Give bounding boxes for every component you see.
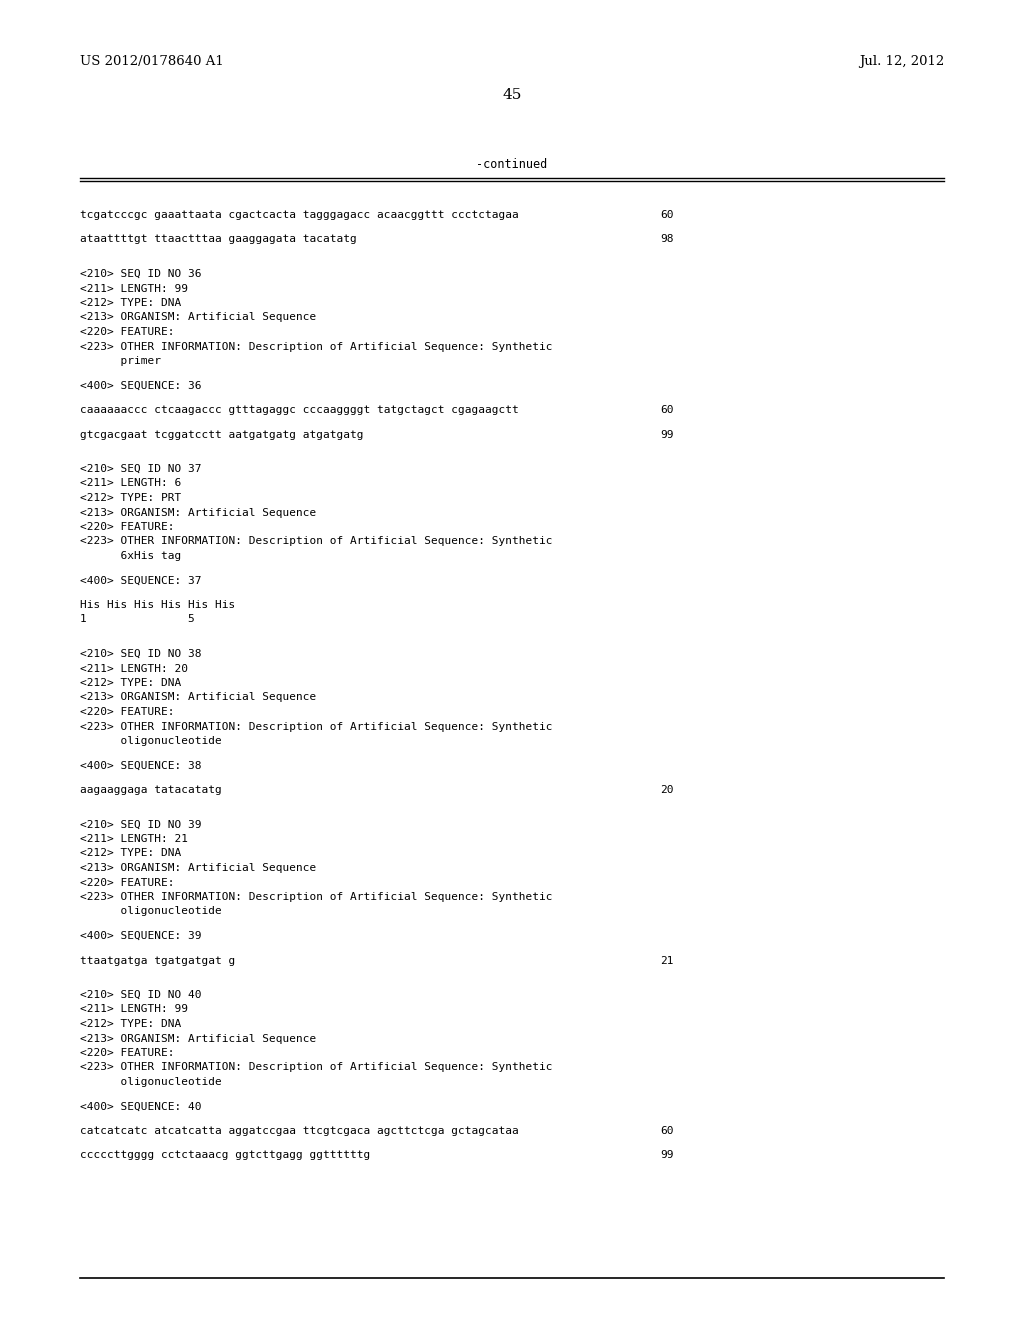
Text: <220> FEATURE:: <220> FEATURE: bbox=[80, 708, 174, 717]
Text: tcgatcccgc gaaattaata cgactcacta tagggagacc acaacggttt ccctctagaa: tcgatcccgc gaaattaata cgactcacta tagggag… bbox=[80, 210, 519, 220]
Text: <212> TYPE: DNA: <212> TYPE: DNA bbox=[80, 849, 181, 858]
Text: <213> ORGANISM: Artificial Sequence: <213> ORGANISM: Artificial Sequence bbox=[80, 863, 316, 873]
Text: <400> SEQUENCE: 37: <400> SEQUENCE: 37 bbox=[80, 576, 202, 586]
Text: 98: 98 bbox=[660, 235, 674, 244]
Text: <220> FEATURE:: <220> FEATURE: bbox=[80, 1048, 174, 1059]
Text: US 2012/0178640 A1: US 2012/0178640 A1 bbox=[80, 55, 224, 69]
Text: catcatcatc atcatcatta aggatccgaa ttcgtcgaca agcttctcga gctagcataa: catcatcatc atcatcatta aggatccgaa ttcgtcg… bbox=[80, 1126, 519, 1137]
Text: His His His His His His: His His His His His His bbox=[80, 601, 236, 610]
Text: <211> LENGTH: 6: <211> LENGTH: 6 bbox=[80, 479, 181, 488]
Text: 6xHis tag: 6xHis tag bbox=[80, 550, 181, 561]
Text: <400> SEQUENCE: 39: <400> SEQUENCE: 39 bbox=[80, 931, 202, 941]
Text: 1               5: 1 5 bbox=[80, 615, 195, 624]
Text: Jul. 12, 2012: Jul. 12, 2012 bbox=[859, 55, 944, 69]
Text: oligonucleotide: oligonucleotide bbox=[80, 1077, 222, 1086]
Text: <220> FEATURE:: <220> FEATURE: bbox=[80, 878, 174, 887]
Text: <212> TYPE: PRT: <212> TYPE: PRT bbox=[80, 492, 181, 503]
Text: ataattttgt ttaactttaa gaaggagata tacatatg: ataattttgt ttaactttaa gaaggagata tacatat… bbox=[80, 235, 356, 244]
Text: <210> SEQ ID NO 36: <210> SEQ ID NO 36 bbox=[80, 269, 202, 279]
Text: <212> TYPE: DNA: <212> TYPE: DNA bbox=[80, 1019, 181, 1030]
Text: <211> LENGTH: 20: <211> LENGTH: 20 bbox=[80, 664, 188, 673]
Text: 60: 60 bbox=[660, 210, 674, 220]
Text: <211> LENGTH: 21: <211> LENGTH: 21 bbox=[80, 834, 188, 843]
Text: 20: 20 bbox=[660, 785, 674, 795]
Text: <211> LENGTH: 99: <211> LENGTH: 99 bbox=[80, 1005, 188, 1015]
Text: 60: 60 bbox=[660, 405, 674, 414]
Text: <210> SEQ ID NO 37: <210> SEQ ID NO 37 bbox=[80, 465, 202, 474]
Text: <400> SEQUENCE: 36: <400> SEQUENCE: 36 bbox=[80, 380, 202, 391]
Text: <223> OTHER INFORMATION: Description of Artificial Sequence: Synthetic: <223> OTHER INFORMATION: Description of … bbox=[80, 722, 553, 731]
Text: gtcgacgaat tcggatcctt aatgatgatg atgatgatg: gtcgacgaat tcggatcctt aatgatgatg atgatga… bbox=[80, 429, 364, 440]
Text: <212> TYPE: DNA: <212> TYPE: DNA bbox=[80, 678, 181, 688]
Text: aagaaggaga tatacatatg: aagaaggaga tatacatatg bbox=[80, 785, 222, 795]
Text: <220> FEATURE:: <220> FEATURE: bbox=[80, 327, 174, 337]
Text: <400> SEQUENCE: 38: <400> SEQUENCE: 38 bbox=[80, 760, 202, 771]
Text: <213> ORGANISM: Artificial Sequence: <213> ORGANISM: Artificial Sequence bbox=[80, 313, 316, 322]
Text: primer: primer bbox=[80, 356, 161, 366]
Text: <213> ORGANISM: Artificial Sequence: <213> ORGANISM: Artificial Sequence bbox=[80, 507, 316, 517]
Text: <213> ORGANISM: Artificial Sequence: <213> ORGANISM: Artificial Sequence bbox=[80, 1034, 316, 1044]
Text: 99: 99 bbox=[660, 429, 674, 440]
Text: <210> SEQ ID NO 38: <210> SEQ ID NO 38 bbox=[80, 649, 202, 659]
Text: <223> OTHER INFORMATION: Description of Artificial Sequence: Synthetic: <223> OTHER INFORMATION: Description of … bbox=[80, 536, 553, 546]
Text: <223> OTHER INFORMATION: Description of Artificial Sequence: Synthetic: <223> OTHER INFORMATION: Description of … bbox=[80, 1063, 553, 1072]
Text: <210> SEQ ID NO 40: <210> SEQ ID NO 40 bbox=[80, 990, 202, 1001]
Text: <211> LENGTH: 99: <211> LENGTH: 99 bbox=[80, 284, 188, 293]
Text: <212> TYPE: DNA: <212> TYPE: DNA bbox=[80, 298, 181, 308]
Text: 45: 45 bbox=[503, 88, 521, 102]
Text: <400> SEQUENCE: 40: <400> SEQUENCE: 40 bbox=[80, 1101, 202, 1111]
Text: ttaatgatga tgatgatgat g: ttaatgatga tgatgatgat g bbox=[80, 956, 236, 965]
Text: oligonucleotide: oligonucleotide bbox=[80, 907, 222, 916]
Text: 99: 99 bbox=[660, 1151, 674, 1160]
Text: 60: 60 bbox=[660, 1126, 674, 1137]
Text: cccccttgggg cctctaaacg ggtcttgagg ggttttttg: cccccttgggg cctctaaacg ggtcttgagg ggtttt… bbox=[80, 1151, 371, 1160]
Text: <210> SEQ ID NO 39: <210> SEQ ID NO 39 bbox=[80, 820, 202, 829]
Text: <223> OTHER INFORMATION: Description of Artificial Sequence: Synthetic: <223> OTHER INFORMATION: Description of … bbox=[80, 892, 553, 902]
Text: <220> FEATURE:: <220> FEATURE: bbox=[80, 521, 174, 532]
Text: <213> ORGANISM: Artificial Sequence: <213> ORGANISM: Artificial Sequence bbox=[80, 693, 316, 702]
Text: -continued: -continued bbox=[476, 158, 548, 172]
Text: caaaaaaccc ctcaagaccc gtttagaggc cccaaggggt tatgctagct cgagaagctt: caaaaaaccc ctcaagaccc gtttagaggc cccaagg… bbox=[80, 405, 519, 414]
Text: <223> OTHER INFORMATION: Description of Artificial Sequence: Synthetic: <223> OTHER INFORMATION: Description of … bbox=[80, 342, 553, 351]
Text: 21: 21 bbox=[660, 956, 674, 965]
Text: oligonucleotide: oligonucleotide bbox=[80, 737, 222, 746]
